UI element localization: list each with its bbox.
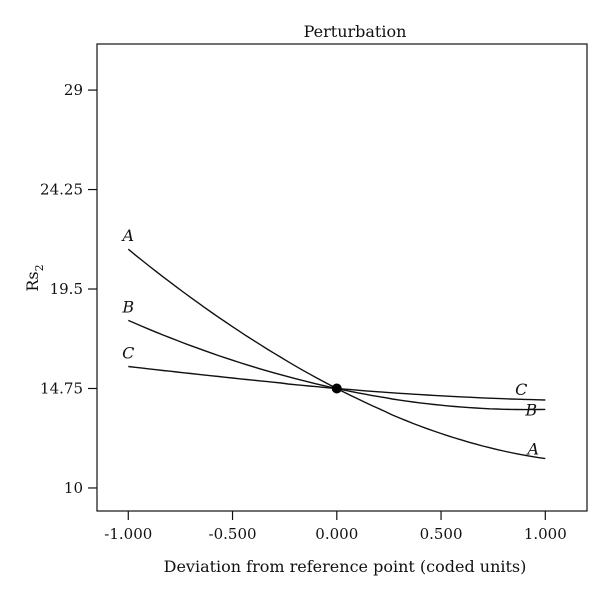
x-tick-label: -1.000 bbox=[104, 525, 152, 543]
y-tick-label: 29 bbox=[64, 81, 83, 99]
series-label-end: A bbox=[526, 440, 540, 459]
x-tick-label: 0.000 bbox=[315, 525, 358, 543]
y-tick-label: 19.5 bbox=[50, 280, 83, 298]
x-axis: -1.000 -0.500 0.000 0.500 1.000 bbox=[104, 511, 567, 543]
series-label-end: B bbox=[524, 400, 537, 419]
series-label-start: B bbox=[121, 297, 134, 316]
y-axis-title-subscript: 2 bbox=[33, 264, 46, 271]
plot-frame bbox=[96, 43, 588, 512]
x-tick-label: 1.000 bbox=[524, 525, 567, 543]
series-line-B bbox=[128, 319, 546, 411]
y-axis: 10 14.75 19.5 24.25 29 bbox=[40, 81, 97, 497]
series-label-start: C bbox=[122, 344, 134, 363]
x-tick-label: -0.500 bbox=[209, 525, 257, 543]
y-tick-label: 24.25 bbox=[40, 181, 83, 199]
y-axis-title: Rs2 bbox=[23, 264, 46, 291]
series-label-end: C bbox=[515, 380, 527, 399]
chart-title: Perturbation bbox=[304, 22, 407, 41]
y-axis-title-main: Rs bbox=[23, 271, 42, 291]
y-tick-label: 10 bbox=[64, 479, 83, 497]
reference-point-marker bbox=[331, 383, 342, 394]
x-tick-label: 0.500 bbox=[420, 525, 463, 543]
y-tick-label: 14.75 bbox=[40, 379, 83, 397]
series-line-C bbox=[128, 365, 546, 401]
series-label-start: A bbox=[120, 226, 134, 245]
series-line-A bbox=[127, 248, 546, 460]
x-axis-title: Deviation from reference point (coded un… bbox=[164, 557, 527, 576]
